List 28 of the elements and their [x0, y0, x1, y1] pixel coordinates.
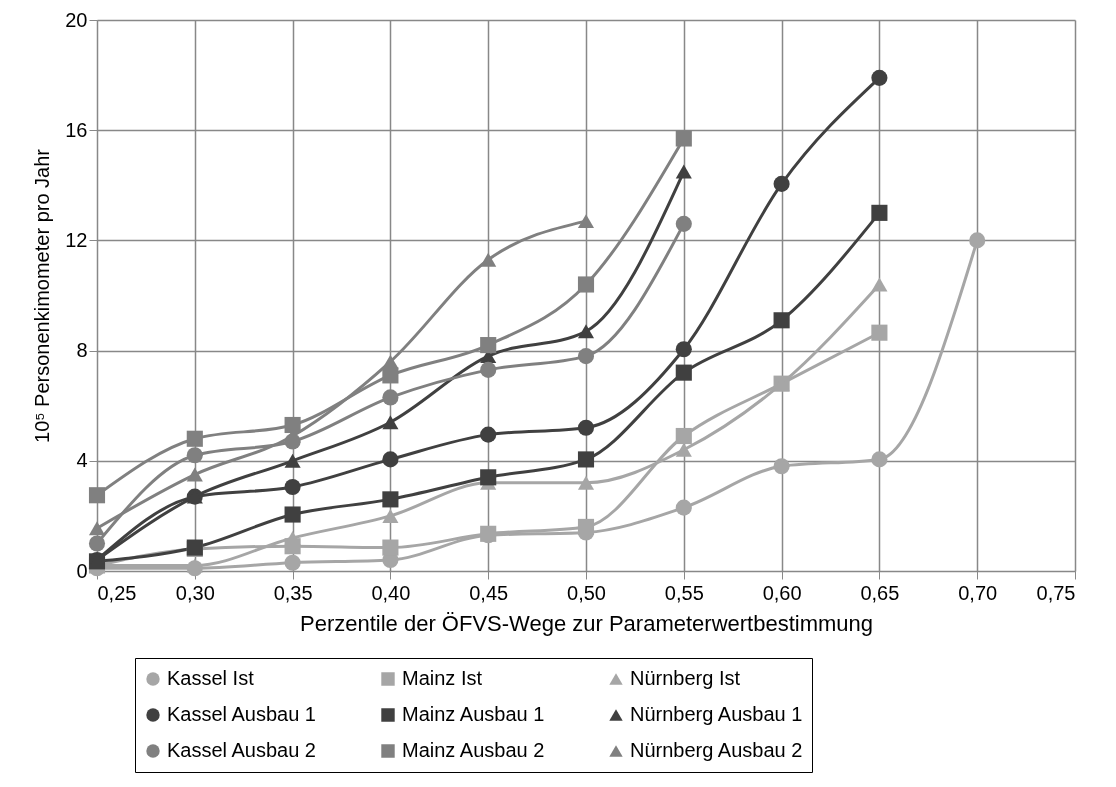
- y-axis-title: 10⁵ Personenkimometer pro Jahr: [31, 148, 54, 443]
- legend-label: Mainz Ausbau 1: [402, 703, 545, 725]
- x-tick-label: 0,75: [1036, 581, 1076, 604]
- x-tick-label: 0,55: [664, 581, 704, 604]
- legend-label: Nürnberg Ausbau 2: [630, 739, 803, 761]
- x-tick-label: 0,30: [175, 581, 215, 604]
- x-tick-label: 0,70: [958, 581, 998, 604]
- legend-label: Mainz Ausbau 2: [402, 739, 545, 761]
- x-axis-title: Perzentile der ÖFVS-Wege zur Parameterwertbestimmung: [299, 610, 874, 636]
- legend-label: Kassel Ausbau 1: [167, 703, 316, 725]
- x-tick-label: 0,40: [371, 581, 411, 604]
- x-tick-label: 0,60: [762, 581, 802, 604]
- y-tick-label: 12: [65, 228, 88, 251]
- y-tick-label: 8: [76, 339, 88, 362]
- x-tick-label: 0,50: [567, 581, 606, 604]
- legend-label: Kassel Ausbau 2: [167, 739, 316, 761]
- legend-label: Kassel Ist: [167, 667, 255, 689]
- y-tick-label: 0: [76, 559, 88, 582]
- legend-label: Nürnberg Ausbau 1: [630, 703, 803, 725]
- y-tick-label: 16: [65, 118, 88, 141]
- y-tick-label: 20: [65, 8, 88, 31]
- legend-label: Mainz Ist: [402, 667, 483, 689]
- x-tick-label: 0,25: [97, 581, 137, 604]
- y-tick-label: 4: [76, 449, 88, 472]
- x-tick-label: 0,45: [469, 581, 509, 604]
- x-tick-label: 0,65: [860, 581, 900, 604]
- x-tick-label: 0,35: [273, 581, 313, 604]
- legend-label: Nürnberg Ist: [630, 667, 741, 689]
